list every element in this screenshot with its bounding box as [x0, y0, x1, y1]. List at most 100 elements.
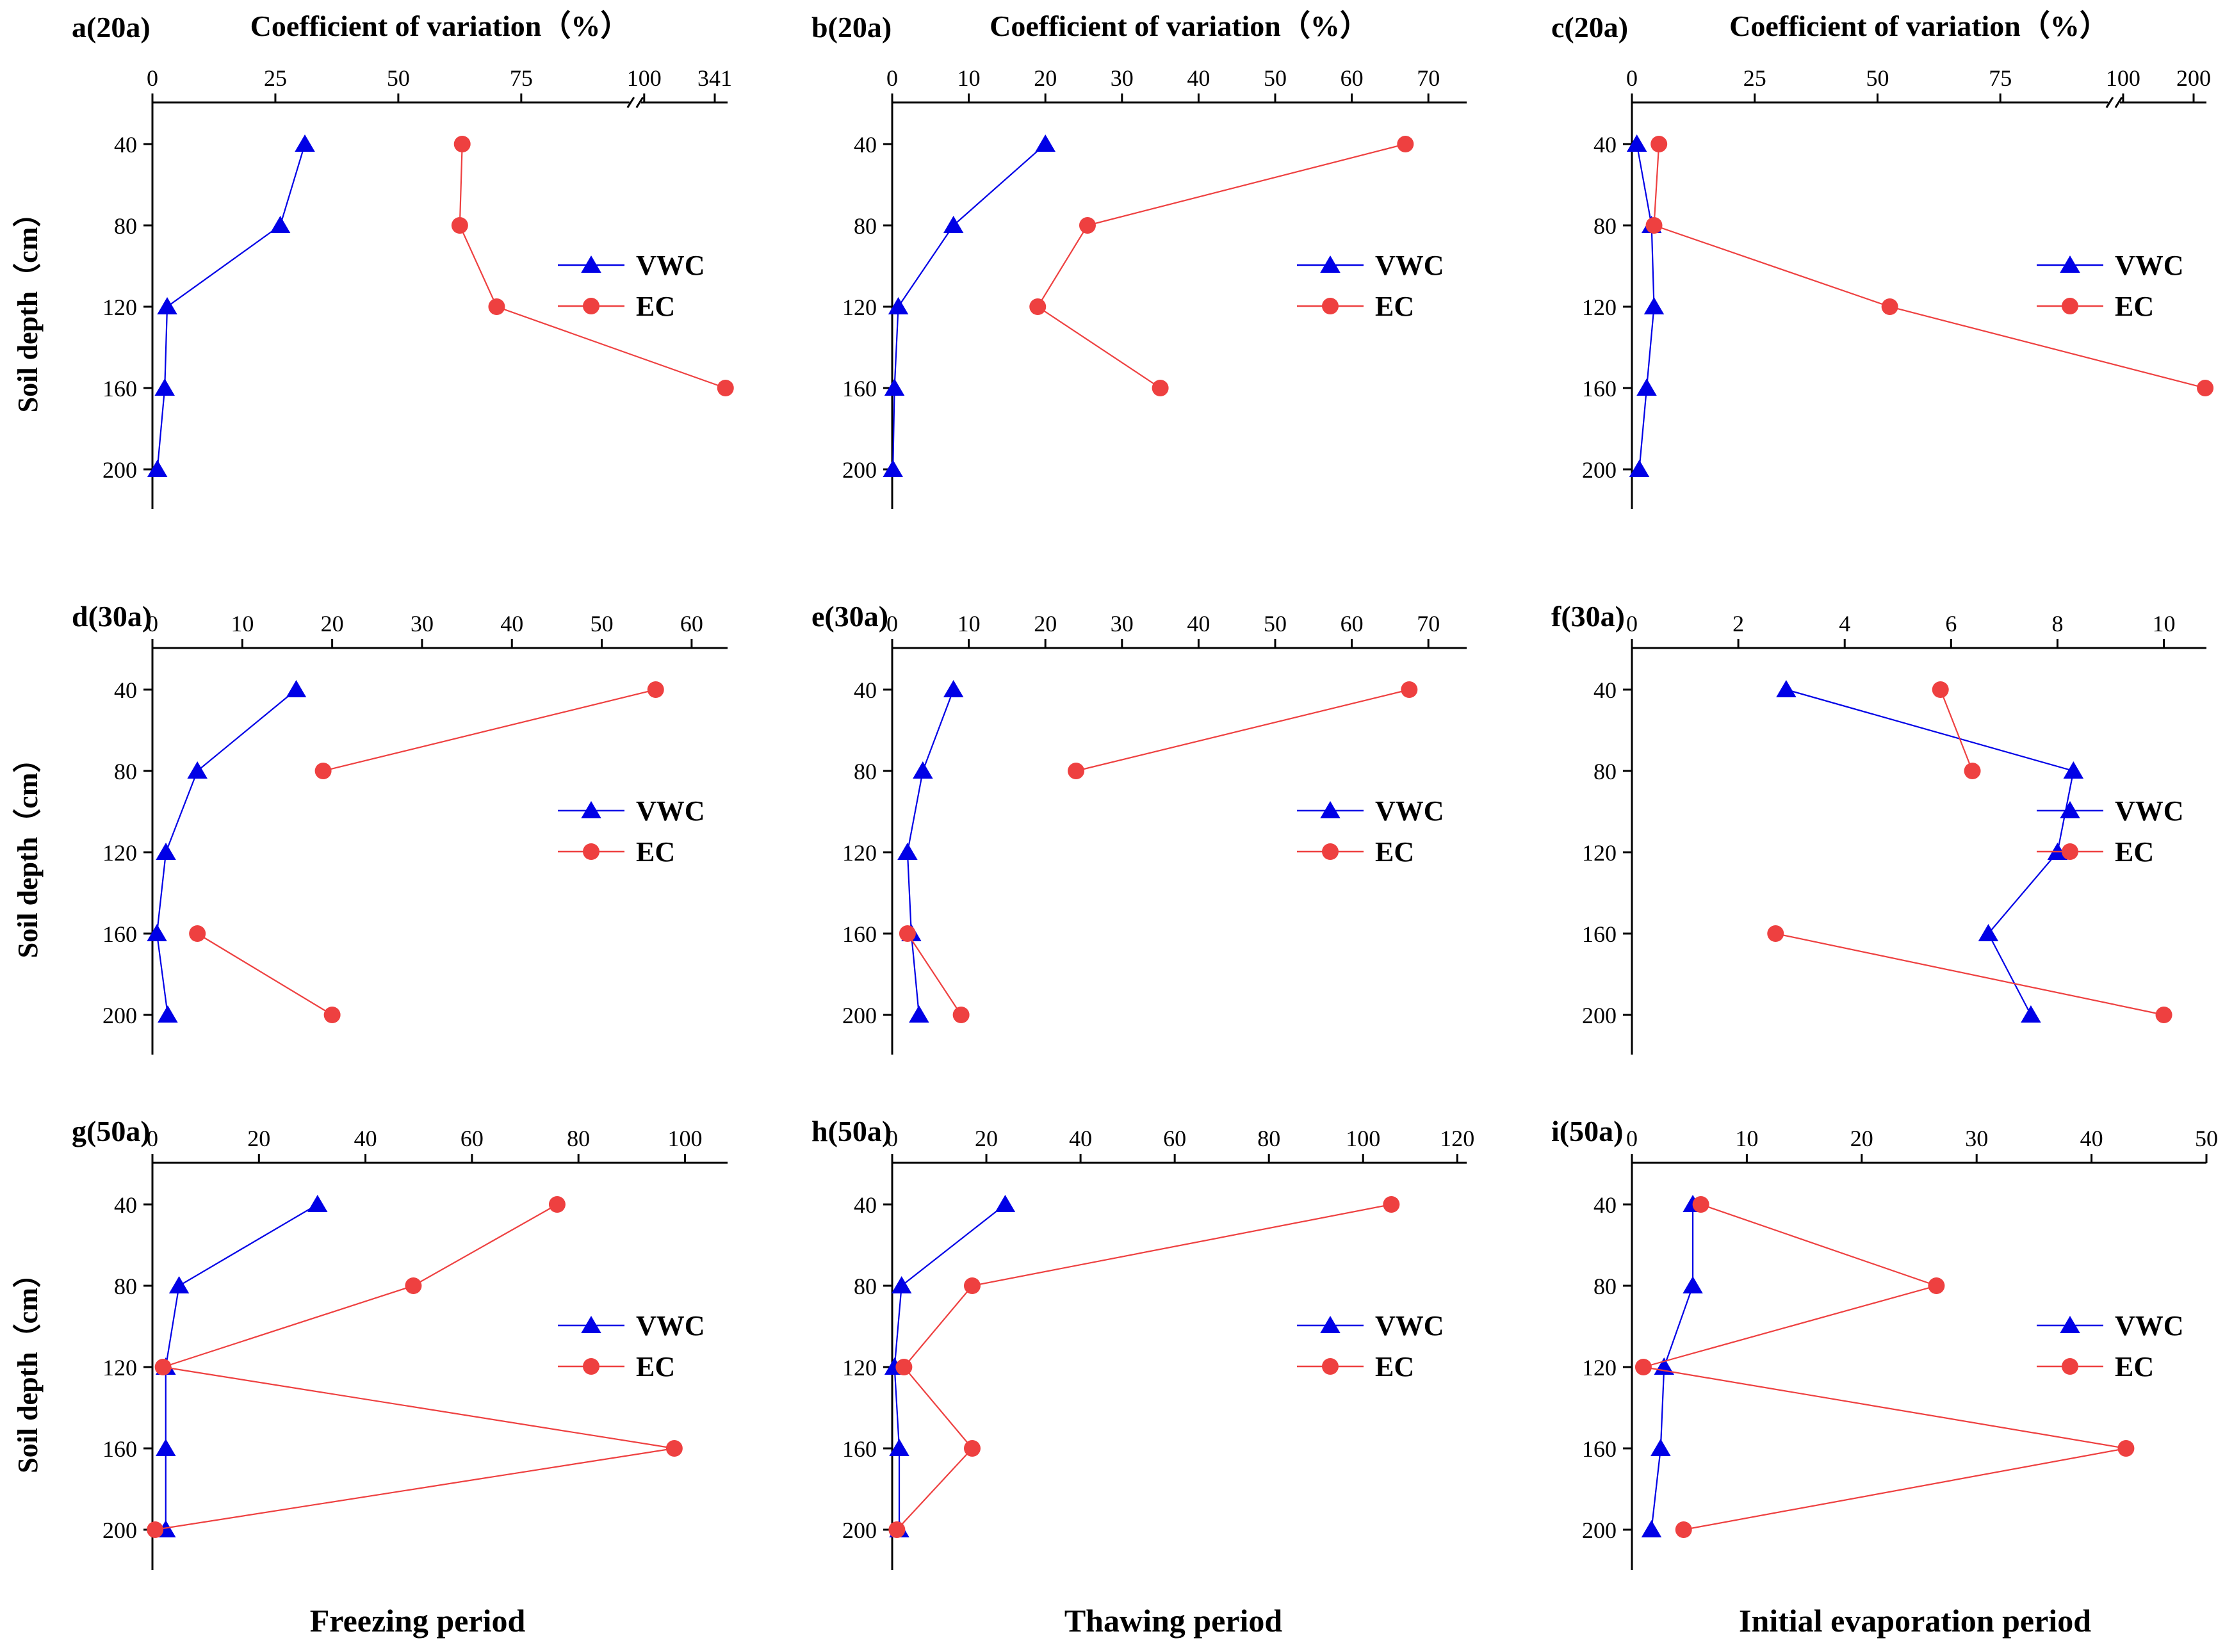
panel-f30a-xtick-label-2: 4 — [1839, 611, 1850, 636]
period-label-freezing: Freezing period — [310, 1603, 526, 1639]
panel-d30a-vwc-point-80 — [187, 761, 208, 779]
panel-e30a-xtick-label-7: 70 — [1417, 611, 1440, 636]
panel-b20a-xtick-label-0: 0 — [886, 65, 898, 91]
panel-e30a-ytick-label-2: 120 — [842, 840, 877, 866]
panel-c20a-legend-ec-marker — [2062, 298, 2078, 314]
panel-e30a-ec-line-1 — [907, 933, 962, 1016]
panel-i50a-vwc-point-200 — [1641, 1520, 1662, 1537]
panel-c20a-xtick-label-2: 50 — [1866, 65, 1889, 91]
panel-g50a-xtick-label-3: 60 — [460, 1126, 484, 1151]
panel-i50a-vwc-line-0 — [1650, 1204, 1694, 1530]
panel-i50a-xtick-label-4: 40 — [2080, 1126, 2103, 1151]
panel-g50a-ytick-label-3: 160 — [102, 1436, 137, 1462]
panel-f30a-label: f(30a) — [1551, 600, 1625, 633]
panel-f30a-vwc-point-200 — [2021, 1005, 2041, 1023]
panel-d30a-vwc-line-0 — [156, 689, 297, 1016]
panel-a20a-vwc-point-120 — [157, 297, 177, 314]
panel-e30a-legend-vwc-marker — [1320, 801, 1341, 818]
panel-b20a-ec-point-40 — [1397, 136, 1414, 152]
panel-h50a-label: h(50a) — [811, 1115, 892, 1147]
panel-g50a-vwc-point-160 — [156, 1439, 176, 1456]
panel-h50a-ec-point-160 — [963, 1440, 981, 1457]
panel-i50a-xtick-label-2: 20 — [1850, 1126, 1873, 1151]
panel-e30a-vwc-point-80 — [913, 761, 933, 779]
panel-h50a-xtick-label-4: 80 — [1257, 1126, 1280, 1151]
panel-a20a-vwc-line-0 — [156, 143, 306, 470]
panel-i50a-ec-point-40 — [1692, 1196, 1709, 1213]
panel-e30a-legend-ec-marker — [1322, 843, 1339, 860]
panel-i50a-ytick-label-0: 40 — [1593, 1192, 1617, 1218]
panel-h50a-ytick-label-2: 120 — [842, 1355, 877, 1381]
panel-a20a-xtick-label-0: 0 — [147, 65, 158, 91]
panel-g50a-legend-vwc-label: VWC — [636, 1310, 705, 1341]
panel-b20a-ec-point-160 — [1152, 380, 1169, 396]
panel-a20a-ytick-label-1: 80 — [114, 213, 137, 239]
panel-c20a-ec-point-120 — [1881, 298, 1898, 315]
panel-i50a-ec-point-200 — [1675, 1521, 1692, 1538]
panel-b20a-vwc-point-160 — [884, 378, 905, 396]
panel-d30a-label: d(30a) — [72, 600, 152, 633]
panel-e30a-legend-vwc-label: VWC — [1375, 795, 1444, 827]
panel-f30a-legend-vwc-label: VWC — [2115, 795, 2184, 827]
panel-i50a-legend-ec-marker — [2062, 1358, 2078, 1375]
panel-e30a-xtick-label-6: 60 — [1341, 611, 1364, 636]
panel-h50a-xtick-label-3: 60 — [1163, 1126, 1186, 1151]
panel-b20a-xtick-label-5: 50 — [1264, 65, 1287, 91]
panel-c20a-ec-line-0 — [1653, 143, 2206, 389]
panel-f30a-ec-point-160 — [1767, 925, 1784, 942]
panel-i50a-legend-ec-label: EC — [2115, 1351, 2154, 1382]
panel-f30a-vwc-point-80 — [2063, 761, 2084, 779]
panel-c20a-ec-point-80 — [1645, 217, 1663, 234]
panel-c20a-legend-vwc-label: VWC — [2115, 250, 2184, 281]
panel-i50a-label: i(50a) — [1551, 1115, 1623, 1147]
panel-f30a-xtick-label-0: 0 — [1626, 611, 1638, 636]
panel-a20a-ec-point-40 — [453, 136, 471, 152]
panel-e30a-legend-ec-label: EC — [1375, 836, 1414, 868]
panel-c20a-legend-vwc-marker — [2060, 255, 2080, 273]
panel-d30a-ec-point-40 — [647, 681, 664, 698]
panel-e30a-ytick-label-4: 200 — [842, 1003, 877, 1028]
panel-b20a-ytick-label-3: 160 — [842, 376, 877, 401]
panel-d30a-ytick-label-3: 160 — [102, 921, 137, 947]
panel-c20a-break-tick-label-0: 200 — [2176, 65, 2211, 91]
panel-g50a-ec-point-40 — [548, 1196, 566, 1213]
panel-h50a-vwc-point-40 — [995, 1195, 1016, 1212]
panel-h50a-xtick-label-1: 20 — [975, 1126, 998, 1151]
panel-c20a-xtick-label-4: 100 — [2106, 65, 2140, 91]
panel-d30a-xtick-label-2: 20 — [321, 611, 344, 636]
panel-b20a-ytick-label-0: 40 — [854, 132, 877, 158]
panel-f30a-ytick-label-0: 40 — [1593, 677, 1617, 703]
panel-i50a-xtick-label-1: 10 — [1735, 1126, 1758, 1151]
panel-d30a-legend-ec-label: EC — [636, 836, 675, 868]
panel-h50a-legend-ec-marker — [1322, 1358, 1339, 1375]
panel-f30a-ytick-label-4: 200 — [1582, 1003, 1617, 1028]
panel-g50a-ec-point-160 — [665, 1440, 683, 1457]
panel-a20a-vwc-point-80 — [270, 216, 291, 233]
panel-b20a-ytick-label-1: 80 — [854, 213, 877, 239]
period-label-thawing: Thawing period — [1064, 1603, 1283, 1639]
panel-c20a-vwc-point-120 — [1643, 297, 1665, 314]
panel-h50a-ytick-label-0: 40 — [854, 1192, 877, 1218]
panel-a20a-ec-point-160 — [717, 380, 734, 396]
panel-h50a-vwc-point-160 — [889, 1439, 909, 1456]
panel-g50a-xtick-label-2: 40 — [354, 1126, 377, 1151]
panel-a20a-ytick-label-0: 40 — [114, 132, 137, 158]
panel-f30a-xtick-label-5: 10 — [2153, 611, 2176, 636]
panel-c20a-xtick-label-0: 0 — [1626, 65, 1638, 91]
panel-c20a-xtick-label-1: 25 — [1743, 65, 1766, 91]
panel-e30a-xtick-label-5: 50 — [1264, 611, 1287, 636]
panel-h50a-xtick-label-0: 0 — [886, 1126, 898, 1151]
panel-a20a-vwc-point-40 — [295, 134, 315, 152]
panel-i50a-xtick-label-3: 30 — [1965, 1126, 1988, 1151]
panel-d30a-ytick-label-0: 40 — [114, 677, 137, 703]
panel-h50a-ytick-label-4: 200 — [842, 1518, 877, 1543]
panel-f30a-ec-point-80 — [1964, 763, 1981, 779]
panel-e30a-xtick-label-1: 10 — [958, 611, 981, 636]
panel-f30a-legend-ec-label: EC — [2115, 836, 2154, 868]
panel-g50a-label: g(50a) — [72, 1115, 151, 1147]
panel-g50a-ytick-label-1: 80 — [114, 1274, 137, 1299]
panel-a20a-break-tick-label-0: 341 — [697, 65, 732, 91]
panel-c20a-xtick-label-3: 75 — [1989, 65, 2012, 91]
panel-a20a-xtick-label-2: 50 — [387, 65, 410, 91]
